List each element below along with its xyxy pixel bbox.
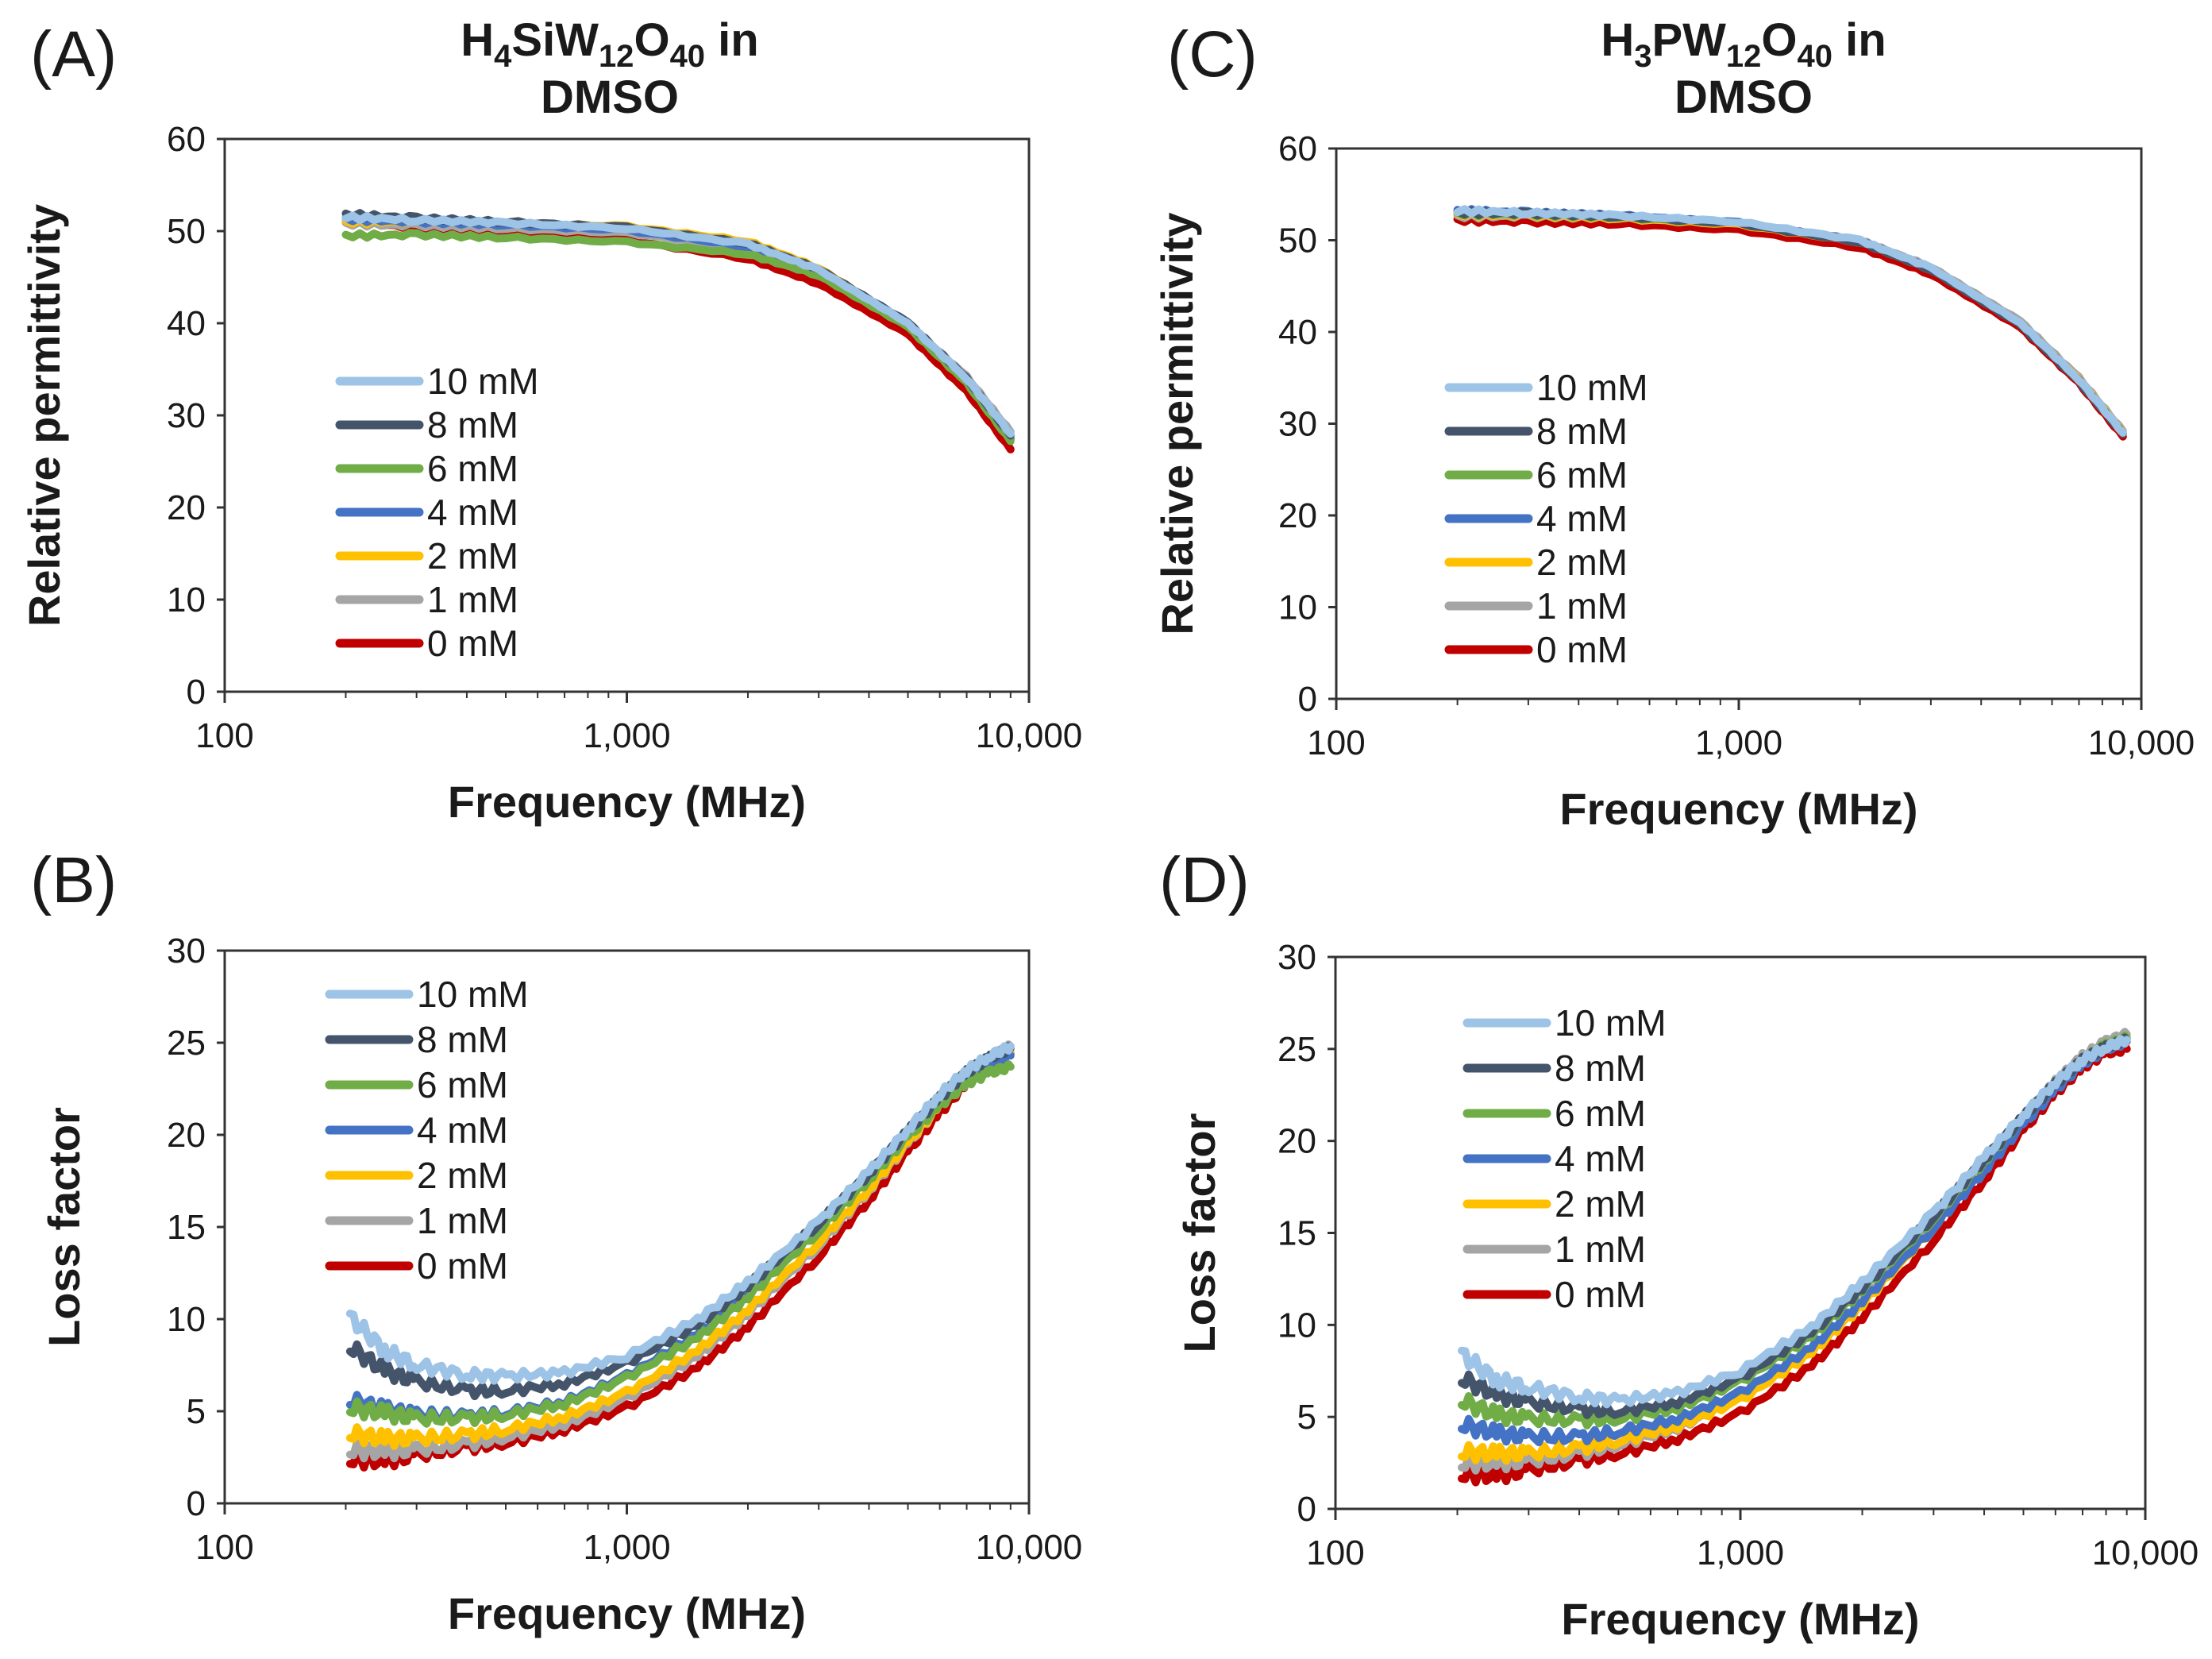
legend-label: 8 mM [1536, 411, 1628, 452]
x-axis-title: Frequency (MHz) [448, 1588, 806, 1638]
y-tick-label: 15 [1277, 1214, 1316, 1253]
legend-label: 2 mM [417, 1155, 508, 1196]
legend-label: 4 mM [417, 1109, 508, 1151]
legend-label: 2 mM [1555, 1183, 1646, 1225]
x-axis-title: Frequency (MHz) [448, 777, 806, 827]
x-tick-label: 1,000 [1697, 1534, 1784, 1572]
y-tick-label: 20 [1278, 496, 1317, 535]
chart-b: 0 5 10 15 20 25 30 100 1,000 10,000 Frequency (MHz… [39, 932, 1082, 1638]
y-tick-label: 10 [167, 1300, 206, 1339]
y-tick-label: 50 [167, 212, 206, 251]
legend-label: 8 mM [417, 1019, 508, 1060]
legend-label: 4 mM [427, 492, 518, 533]
legend-label: 0 mM [417, 1245, 508, 1287]
legend-label: 4 mM [1536, 498, 1628, 539]
chart-a: 0 10 20 30 40 50 60 100 1,000 10,000 Frequency (MH… [19, 120, 1082, 827]
y-tick-label: 10 [1278, 588, 1317, 627]
y-tick-label: 30 [167, 396, 206, 435]
legend-label: 4 mM [1555, 1138, 1646, 1179]
legend-label: 0 mM [427, 623, 518, 664]
series-line-10mm [1453, 205, 2127, 437]
legend-label: 1 mM [1536, 585, 1628, 627]
x-tick-label: 1,000 [1695, 723, 1782, 762]
legend-label: 0 mM [1555, 1274, 1646, 1315]
y-tick-label: 0 [1298, 680, 1317, 719]
x-axis-title: Frequency (MHz) [1561, 1594, 1919, 1644]
y-tick-label: 15 [167, 1208, 206, 1247]
series-line-10mm [341, 211, 1015, 438]
y-tick-label: 30 [1277, 938, 1316, 977]
panel-a-title-line1: H4SiW12O40 in [461, 14, 758, 74]
legend-label: 6 mM [427, 448, 518, 489]
legend-label: 2 mM [427, 535, 518, 577]
panel-label-a: (A) [30, 18, 117, 91]
legend-label: 6 mM [1555, 1093, 1646, 1134]
x-tick-label: 10,000 [976, 716, 1083, 755]
y-tick-label: 0 [187, 673, 206, 712]
x-tick-label: 10,000 [2088, 723, 2195, 762]
y-tick-label: 5 [1297, 1398, 1316, 1437]
legend-label: 10 mM [1536, 367, 1648, 408]
legend-label: 8 mM [427, 404, 518, 446]
legend-label: 1 mM [427, 579, 518, 620]
x-tick-label: 1,000 [583, 1528, 670, 1567]
x-tick-label: 10,000 [976, 1528, 1083, 1567]
x-tick-label: 10,000 [2092, 1534, 2199, 1572]
chart-d: 0 5 10 15 20 25 30 100 1,000 10,000 Frequency (MHz… [1174, 938, 2199, 1644]
y-tick-label: 20 [167, 488, 206, 527]
x-tick-label: 100 [195, 1528, 253, 1567]
chart-c: 0 10 20 30 40 50 60 100 1,000 10,000 Frequency (MH… [1152, 129, 2195, 834]
legend-label: 0 mM [1536, 629, 1628, 670]
y-tick-label: 30 [167, 932, 206, 970]
y-tick-label: 10 [167, 581, 206, 619]
panel-label-c: (C) [1167, 18, 1258, 91]
panel-c-title-line1: H3PW12O40 in [1601, 14, 1886, 74]
legend-label: 6 mM [417, 1064, 508, 1105]
y-tick-label: 60 [167, 120, 206, 159]
x-tick-label: 100 [195, 716, 253, 755]
y-axis-title: Relative permittivity [1152, 212, 1202, 635]
legend-label: 1 mM [1555, 1229, 1646, 1270]
legend-label: 2 mM [1536, 542, 1628, 583]
panel-a-title-line2: DMSO [541, 71, 679, 123]
y-tick-label: 30 [1278, 405, 1317, 444]
legend-label: 10 mM [417, 974, 529, 1015]
plot-area-d [1334, 955, 2147, 1510]
legend-label: 1 mM [417, 1200, 508, 1241]
y-tick-label: 60 [1278, 129, 1317, 168]
panel-c-title-line2: DMSO [1674, 71, 1813, 123]
series-line-10mm [345, 1042, 1015, 1385]
legend-label: 6 mM [1536, 454, 1628, 496]
series-line-6mm [345, 1060, 1015, 1428]
legend-label: 10 mM [427, 361, 539, 402]
legend-label: 10 mM [1555, 1002, 1667, 1044]
legend-label: 8 mM [1555, 1047, 1646, 1089]
x-tick-label: 100 [1306, 1534, 1364, 1572]
y-axis-title: Loss factor [1174, 1113, 1224, 1353]
y-tick-label: 20 [1277, 1122, 1316, 1161]
y-tick-label: 40 [1278, 313, 1317, 352]
x-tick-label: 1,000 [583, 716, 670, 755]
y-tick-label: 0 [187, 1484, 206, 1523]
x-tick-label: 100 [1307, 723, 1365, 762]
y-tick-label: 25 [167, 1024, 206, 1063]
y-tick-label: 20 [167, 1116, 206, 1155]
y-tick-label: 5 [187, 1392, 206, 1431]
panel-label-d: (D) [1159, 844, 1250, 916]
y-axis-title: Loss factor [39, 1107, 89, 1347]
y-tick-label: 40 [167, 304, 206, 343]
y-tick-label: 10 [1277, 1306, 1316, 1345]
series-line-10mm [1458, 1035, 2131, 1409]
y-axis-title: Relative permittivity [19, 204, 69, 627]
plot-area-b [223, 949, 1031, 1505]
y-tick-label: 50 [1278, 222, 1317, 260]
y-tick-label: 25 [1277, 1030, 1316, 1069]
x-axis-title: Frequency (MHz) [1559, 784, 1917, 834]
panel-label-b: (B) [30, 844, 117, 916]
y-tick-label: 0 [1297, 1490, 1316, 1529]
